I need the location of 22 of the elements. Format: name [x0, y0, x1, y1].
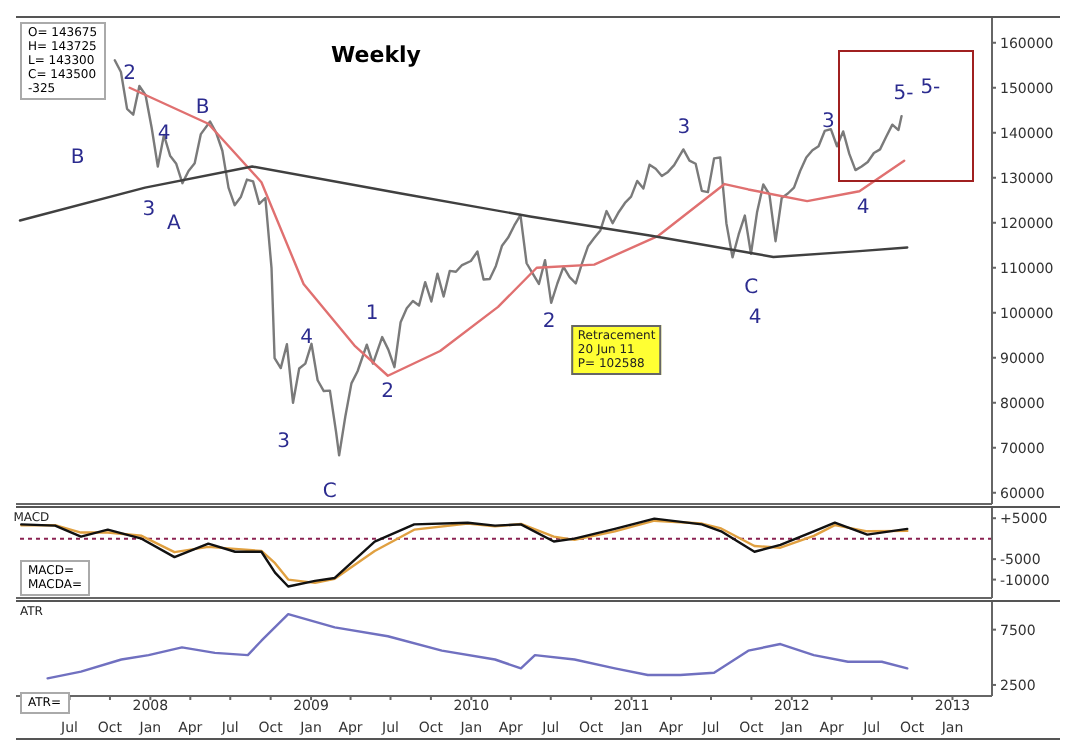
- annotation: 2: [123, 62, 136, 85]
- annotation: A: [167, 213, 181, 236]
- annotation: 2: [542, 311, 556, 334]
- annotation: 2: [381, 380, 394, 403]
- annotation: 5-: [893, 83, 914, 106]
- annotation: B: [195, 96, 210, 119]
- annotation: 3: [277, 431, 290, 454]
- annotation: 4: [748, 307, 762, 330]
- annotation: B: [70, 146, 85, 169]
- annotation: C: [322, 481, 337, 504]
- annotation: 4: [856, 196, 870, 219]
- annotation: 4: [157, 123, 171, 146]
- annotation: 1: [365, 303, 379, 326]
- annotation: 5-: [920, 77, 941, 100]
- annotation: 3: [142, 198, 156, 221]
- annotation: 3: [677, 116, 691, 139]
- annotation: 4: [300, 326, 314, 349]
- line-series: [46, 612, 909, 680]
- annotation: C: [744, 276, 759, 299]
- text: Weekly: [329, 42, 423, 68]
- annotation: 3: [821, 110, 835, 133]
- line-series: [18, 165, 909, 259]
